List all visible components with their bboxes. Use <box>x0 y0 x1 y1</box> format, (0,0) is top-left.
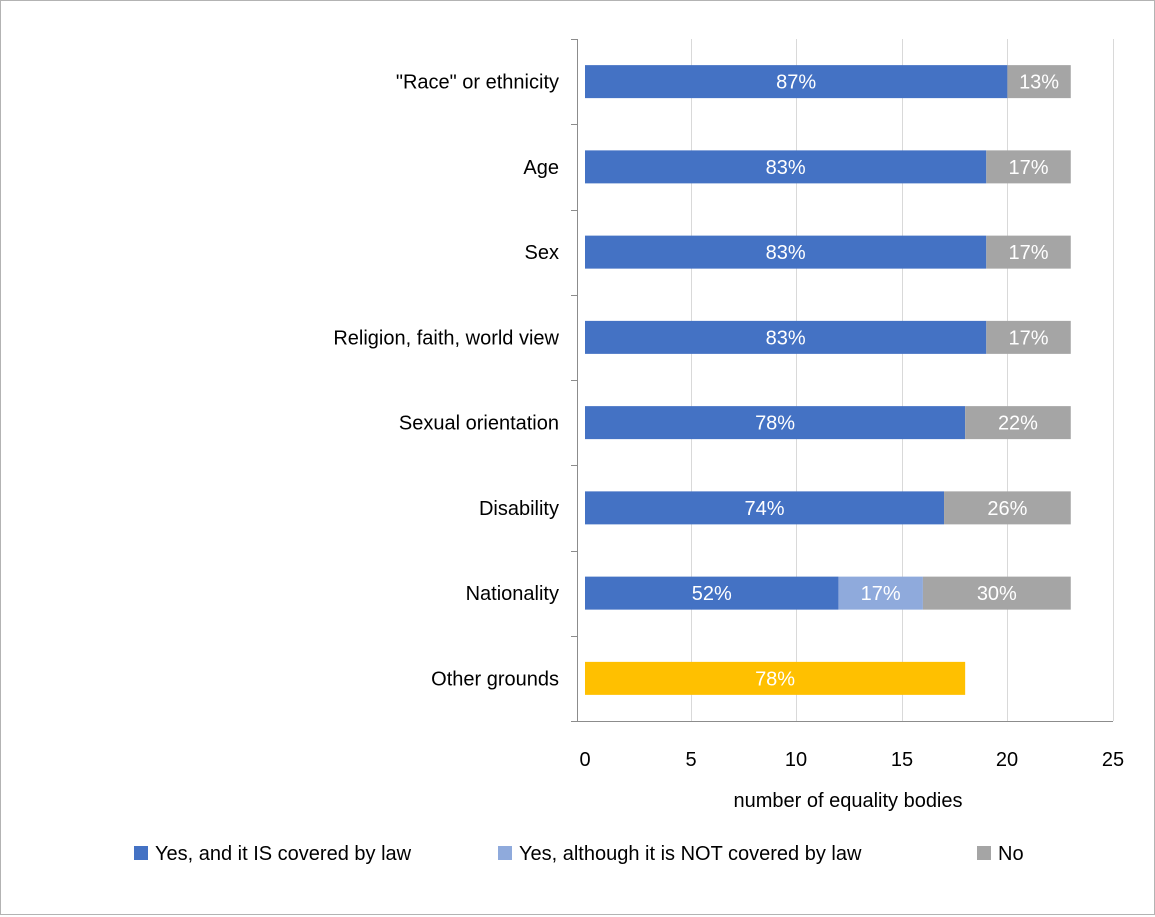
x-tick-label: 15 <box>891 749 913 771</box>
x-axis-title: number of equality bodies <box>733 790 962 812</box>
legend-label: Yes, although it is NOT covered by law <box>519 843 862 865</box>
legend-swatch <box>498 846 512 860</box>
x-tick-label: 20 <box>996 749 1018 771</box>
bar-segment <box>1007 65 1071 99</box>
category-label: Other grounds <box>431 668 559 690</box>
bar-segment <box>585 65 1008 99</box>
bar-segment <box>986 235 1071 269</box>
bar-data-label: 17% <box>861 583 901 605</box>
category-label: Nationality <box>466 583 559 605</box>
bars <box>585 65 1071 695</box>
bar-data-label: 17% <box>1009 157 1049 179</box>
bar-data-label: 78% <box>755 413 795 435</box>
bar-segment <box>585 320 987 354</box>
bar-segment <box>585 576 839 610</box>
bar-data-label: 83% <box>766 157 806 179</box>
category-label: Sexual orientation <box>399 413 559 435</box>
bar-data-label: 87% <box>776 72 816 94</box>
bar-segment <box>585 661 966 695</box>
legend-label: Yes, and it IS covered by law <box>155 843 412 865</box>
category-label: Disability <box>479 498 559 520</box>
bar-data-label: 83% <box>766 242 806 264</box>
bar-data-label: 52% <box>692 583 732 605</box>
x-tick-label: 25 <box>1102 749 1124 771</box>
bar-segment <box>922 576 1071 610</box>
x-tick-label: 0 <box>579 749 590 771</box>
bar-data-label: 22% <box>998 413 1038 435</box>
category-label: "Race" or ethnicity <box>396 72 559 94</box>
bar-segment <box>986 150 1071 184</box>
bar-segment <box>965 406 1071 440</box>
legend: Yes, and it IS covered by law Yes, althou… <box>134 843 1024 865</box>
category-label: Religion, faith, world view <box>333 327 559 349</box>
bar-segment <box>585 491 945 525</box>
category-label: Age <box>523 157 559 179</box>
legend-swatch <box>134 846 148 860</box>
bar-data-label: 13% <box>1019 72 1059 94</box>
bar-data-label: 83% <box>766 327 806 349</box>
bar-data-label: 30% <box>977 583 1017 605</box>
legend-swatch <box>977 846 991 860</box>
bar-segment <box>986 320 1071 354</box>
bar-data-label: 26% <box>987 498 1027 520</box>
x-tick-label: 5 <box>685 749 696 771</box>
x-tick-label: 10 <box>785 749 807 771</box>
bar-data-label: 78% <box>755 668 795 690</box>
category-label: Sex <box>525 242 559 264</box>
bar-data-label: 17% <box>1009 327 1049 349</box>
gridlines <box>691 39 1114 721</box>
bar-segment <box>838 576 923 610</box>
legend-label: No <box>998 843 1024 865</box>
bar-data-label: 17% <box>1009 242 1049 264</box>
axes <box>571 39 1113 722</box>
bar-segment <box>585 150 987 184</box>
labels: 0 5 10 15 20 25 "Race" or ethnicity 87% 13% Age 83… <box>333 72 1124 771</box>
bar-data-label: 74% <box>745 498 785 520</box>
bar-segment <box>585 406 966 440</box>
bar-segment <box>944 491 1071 525</box>
bar-segment <box>585 235 987 269</box>
